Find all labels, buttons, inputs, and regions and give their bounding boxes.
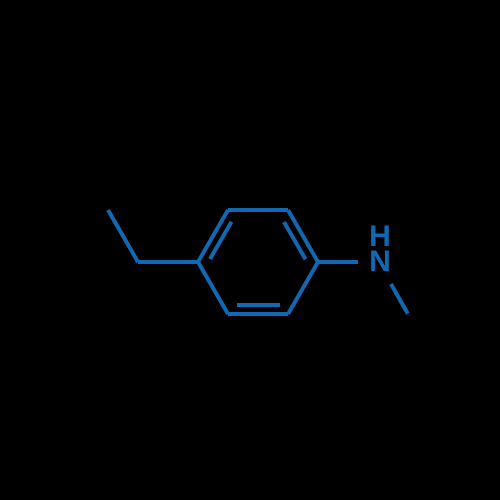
bond-line [228,208,288,212]
bond-line [236,303,279,307]
bond-line [106,209,139,263]
bond-line [228,312,288,316]
bond-line [138,260,198,264]
bond-line [286,261,319,315]
molecule-canvas: NH [0,0,500,500]
bond-line [389,283,409,315]
atom-label-h: H [369,222,391,252]
bond-line [196,261,229,315]
bond-line [318,260,358,264]
